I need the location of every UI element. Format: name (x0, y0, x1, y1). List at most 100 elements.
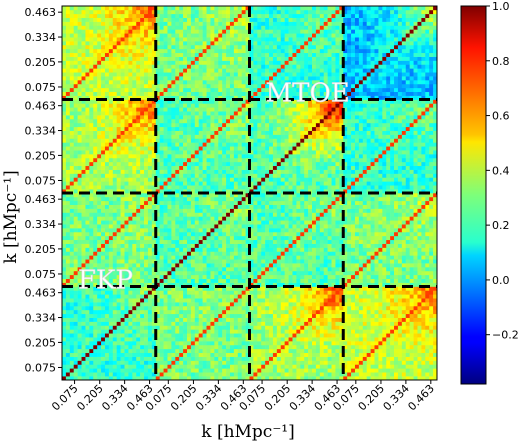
heatmap-cell (405, 247, 410, 252)
heatmap-cell (93, 239, 98, 244)
heatmap-cell (304, 290, 309, 295)
heatmap-cell (132, 212, 137, 217)
heatmap-cell (155, 185, 160, 190)
heatmap-cell (175, 251, 180, 256)
heatmap-cell (73, 231, 78, 237)
heatmap-cell (347, 317, 352, 322)
heatmap-cell (253, 282, 258, 287)
heatmap-cell (108, 274, 114, 280)
heatmap-cell (132, 270, 137, 276)
heatmap-cell (308, 290, 313, 295)
heatmap-cell (226, 286, 231, 291)
heatmap-cell (179, 286, 184, 291)
heatmap-cell (280, 224, 285, 229)
heatmap-cell (151, 189, 157, 194)
heatmap-cell (382, 282, 387, 287)
heatmap-cell (288, 337, 293, 342)
heatmap-cell (378, 200, 383, 205)
heatmap-cell (183, 282, 188, 287)
heatmap-cell (226, 329, 231, 334)
heatmap-cell (233, 344, 239, 350)
heatmap-cell (190, 274, 196, 280)
heatmap-cell (128, 247, 133, 252)
heatmap-cell (62, 372, 67, 377)
heatmap-cell (288, 372, 293, 377)
heatmap-cell (265, 309, 270, 315)
heatmap-cell (163, 196, 168, 202)
heatmap-cell (97, 243, 102, 248)
heatmap-cell (394, 341, 399, 346)
heatmap-cell (140, 247, 145, 252)
heatmap-cell (421, 368, 426, 373)
heatmap-cell (89, 305, 94, 311)
heatmap-cell (280, 298, 285, 303)
heatmap-cell (374, 368, 379, 373)
heatmap-cell (222, 317, 227, 322)
heatmap-cell (315, 235, 321, 241)
heatmap-cell (226, 317, 231, 322)
heatmap-cell (323, 200, 328, 205)
heatmap-cell (354, 341, 360, 346)
heatmap-cell (319, 185, 325, 190)
heatmap-cell (253, 325, 258, 330)
heatmap-cell (226, 243, 231, 248)
heatmap-cell (397, 360, 403, 365)
heatmap-cell (116, 321, 121, 326)
heatmap-cell (120, 337, 125, 342)
heatmap-cell (116, 286, 121, 291)
heatmap-cell (288, 259, 293, 264)
heatmap-cell (218, 235, 223, 241)
heatmap-cell (132, 255, 137, 260)
heatmap-cell (183, 224, 188, 229)
heatmap-cell (171, 177, 176, 182)
heatmap-cell (276, 294, 282, 299)
heatmap-cell (284, 360, 289, 365)
heatmap-cell (280, 282, 285, 287)
heatmap-cell (183, 368, 188, 373)
heatmap-cell (339, 247, 344, 252)
heatmap-cell (171, 212, 176, 217)
heatmap-cell (339, 352, 344, 357)
heatmap-cell (175, 208, 180, 213)
heatmap-cell (190, 228, 196, 233)
heatmap-cell (140, 208, 145, 213)
heatmap-cell (140, 352, 145, 357)
heatmap-cell (374, 208, 379, 213)
heatmap-cell (374, 333, 379, 338)
heatmap-cell (394, 193, 399, 198)
heatmap-cell (347, 313, 352, 318)
heatmap-cell (269, 372, 274, 377)
heatmap-cell (421, 305, 426, 311)
heatmap-cell (136, 352, 141, 357)
heatmap-cell (132, 278, 137, 283)
heatmap-cell (163, 228, 168, 233)
heatmap-cell (300, 372, 305, 377)
heatmap-cell (151, 263, 157, 268)
heatmap-cell (284, 321, 289, 326)
heatmap-cell (104, 356, 110, 361)
heatmap-cell (81, 173, 86, 178)
heatmap-cell (132, 274, 137, 280)
heatmap-cell (312, 189, 317, 194)
heatmap-cell (315, 212, 321, 217)
heatmap-cell (425, 341, 430, 346)
heatmap-cell (343, 212, 348, 217)
heatmap-cell (288, 196, 293, 202)
heatmap-cell (276, 231, 282, 237)
heatmap-cell (89, 321, 94, 326)
heatmap-cell (413, 263, 418, 268)
heatmap-cell (124, 181, 129, 186)
heatmap-cell (226, 325, 231, 330)
heatmap-cell (73, 220, 78, 225)
heatmap-cell (362, 364, 367, 369)
heatmap-cell (433, 298, 438, 303)
heatmap-cell (331, 228, 336, 233)
heatmap-cell (62, 189, 67, 194)
heatmap-cell (300, 259, 305, 264)
heatmap-cell (218, 255, 223, 260)
heatmap-cell (179, 305, 184, 311)
heatmap-cell (77, 224, 82, 229)
heatmap-cell (81, 352, 86, 357)
heatmap-cell (347, 344, 352, 350)
heatmap-cell (159, 228, 164, 233)
